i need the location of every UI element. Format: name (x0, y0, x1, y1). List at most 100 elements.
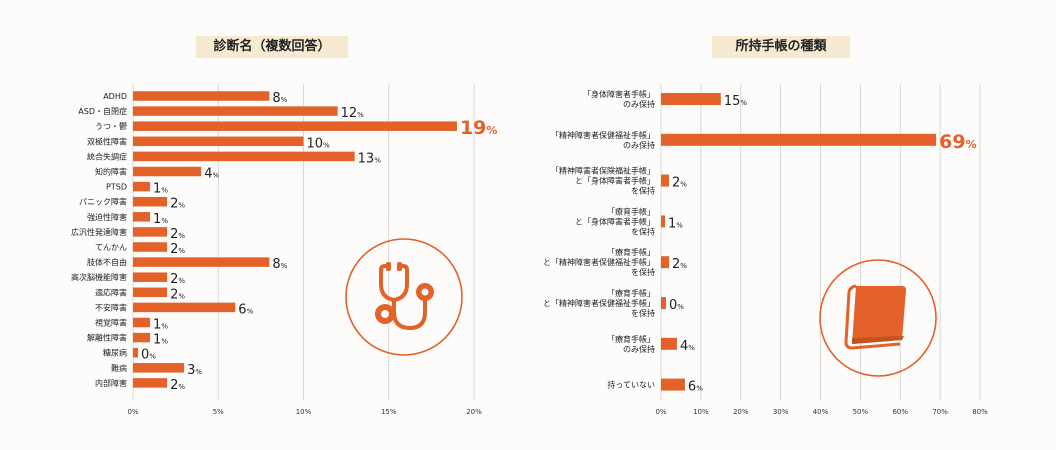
category-label: と「精神障害者保健福祉手帳」 (543, 298, 655, 308)
chart-title-diagnosis: 診断名（複数回答） (196, 36, 348, 58)
bar (133, 302, 236, 313)
value-label: 2% (170, 287, 185, 302)
category-label: 内部障害 (95, 378, 127, 388)
value-label: 2% (170, 227, 185, 242)
value-label: 0% (669, 298, 684, 313)
x-tick-label: 20% (733, 408, 749, 416)
category-label: 視覚障害 (95, 318, 127, 328)
value-label: 6% (238, 302, 253, 317)
category-label: 「精神障害者保健福祉手帳」 (551, 130, 655, 140)
value-label: 13% (358, 151, 382, 166)
x-tick-label: 15% (381, 408, 397, 416)
value-label: 69% (939, 131, 976, 153)
bar (133, 91, 270, 101)
bar (133, 332, 151, 343)
value-label: 2% (672, 257, 687, 272)
notebook-icon (819, 259, 937, 377)
bar (661, 93, 721, 105)
chart-title-handbook: 所持手帳の種類 (712, 36, 850, 58)
value-label: 2% (170, 272, 185, 287)
value-label: 0% (141, 348, 156, 363)
category-label: 不安障害 (95, 302, 127, 312)
x-tick-label: 20% (466, 408, 482, 416)
category-label: のみ保持 (623, 344, 655, 354)
bar (133, 106, 338, 116)
category-label: 双極性障害 (87, 136, 127, 146)
category-label: と「身体障害者手帳」 (575, 176, 655, 186)
bar (133, 347, 138, 358)
x-tick-label: 80% (972, 408, 988, 416)
category-label: 糖尿病 (103, 348, 127, 358)
category-label: 統合失調症 (87, 151, 127, 161)
value-label: 4% (680, 339, 695, 354)
category-label: 「身体障害者手帳」 (583, 89, 655, 99)
bar (133, 136, 304, 147)
category-label: 難病 (111, 363, 127, 373)
category-label: を保持 (631, 226, 655, 236)
category-label: と「精神障害者保健福祉手帳」 (543, 257, 655, 267)
value-label: 15% (724, 94, 748, 109)
category-label: 肢体不自由 (87, 257, 127, 267)
category-label: パニック障害 (79, 197, 127, 207)
bar (133, 363, 185, 373)
x-tick-label: 0% (127, 408, 138, 416)
bar (133, 257, 270, 267)
bar (133, 317, 151, 328)
bar (133, 151, 355, 162)
bar (661, 215, 665, 228)
value-label: 1% (153, 333, 168, 348)
category-label: と「身体障害者手帳」 (575, 216, 655, 226)
stethoscope-icon (345, 238, 463, 356)
x-tick-label: 40% (813, 408, 829, 416)
x-tick-label: 5% (213, 408, 224, 416)
category-label: 「療育手帳」 (607, 206, 655, 216)
bar (133, 227, 168, 237)
category-label: 「療育手帳」 (607, 334, 655, 344)
x-tick-label: 0% (655, 408, 666, 416)
x-tick-label: 10% (296, 408, 312, 416)
category-label: を保持 (631, 186, 655, 196)
value-label: 1% (153, 212, 168, 227)
x-tick-label: 30% (773, 408, 789, 416)
category-label: 持っていない (607, 380, 655, 390)
value-label: 10% (307, 136, 331, 151)
category-label: のみ保持 (623, 99, 655, 109)
bar (133, 196, 168, 207)
bar (133, 121, 457, 131)
value-label: 2% (672, 176, 687, 191)
category-label: 「精神障害者保険福祉手帳」 (551, 166, 655, 176)
category-label: PTSD (106, 183, 127, 192)
diagnosis-bar-chart: 0% 5% 10% 15% 20% ADHD 8% ASD・自閉症 12% うつ・鬱 19% 双極性障… (71, 84, 497, 416)
value-label: 2% (170, 242, 185, 257)
bar (661, 337, 677, 350)
value-label: 1% (153, 182, 168, 197)
bar (133, 181, 151, 192)
value-label: 19% (460, 117, 497, 139)
category-label: うつ・鬱 (95, 121, 127, 131)
x-tick-label: 60% (892, 408, 908, 416)
bar (133, 378, 168, 388)
value-label: 8% (272, 257, 287, 272)
category-label: を保持 (631, 267, 655, 277)
value-label: 2% (170, 197, 185, 212)
value-label: 4% (204, 167, 219, 182)
value-label: 1% (668, 216, 683, 231)
bar (661, 297, 666, 309)
category-label: のみ保持 (623, 140, 655, 150)
bar (133, 166, 202, 177)
bar (661, 174, 669, 187)
value-label: 3% (187, 363, 202, 378)
bar (661, 256, 669, 269)
category-label: ADHD (103, 92, 127, 101)
x-tick-label: 50% (853, 408, 869, 416)
category-label: を保持 (631, 308, 655, 318)
category-label: 高次脳機能障害 (71, 272, 127, 282)
x-tick-label: 70% (932, 408, 948, 416)
category-label: 広汎性発達障害 (71, 227, 127, 237)
x-tick-label: 10% (693, 408, 709, 416)
category-label: てんかん (95, 243, 127, 252)
bar (133, 287, 168, 298)
value-label: 2% (170, 378, 185, 393)
category-label: 強迫性障害 (87, 212, 127, 222)
